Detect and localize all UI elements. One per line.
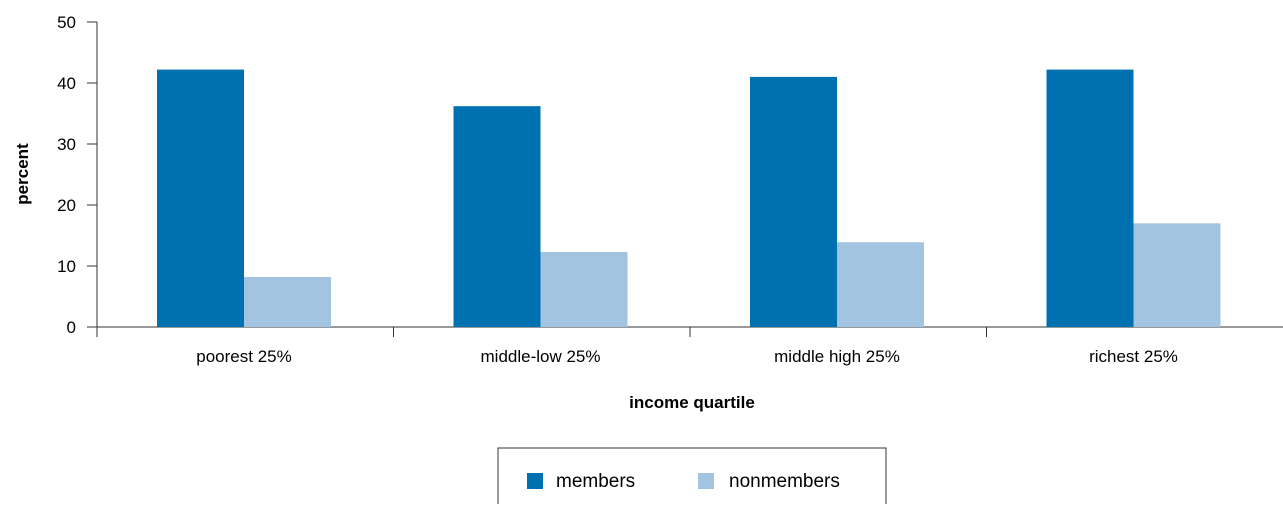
x-tick-label: middle high 25% <box>774 347 900 366</box>
bar-members <box>453 106 541 328</box>
y-tick-label: 0 <box>67 318 76 337</box>
legend-label-nonmembers: nonmembers <box>729 471 840 492</box>
legend-swatch-members <box>527 473 543 489</box>
x-axis-title: income quartile <box>629 393 755 412</box>
x-tick-labels: poorest 25% middle-low 25% middle high 25%… <box>196 347 1178 366</box>
bars <box>157 69 1221 328</box>
x-tick-label: middle-low 25% <box>481 347 601 366</box>
x-axis <box>87 326 1283 337</box>
y-axis-title: percent <box>13 143 32 205</box>
y-axis: 0 10 20 30 40 50 <box>57 13 98 337</box>
y-tick-label: 50 <box>57 13 76 32</box>
x-tick-label: poorest 25% <box>196 347 291 366</box>
x-tick-label: richest 25% <box>1089 347 1178 366</box>
bar-nonmembers <box>1133 223 1221 327</box>
legend-label-members: members <box>556 471 635 492</box>
bar-members <box>1046 69 1134 327</box>
bar-nonmembers <box>540 251 628 327</box>
y-tick-label: 10 <box>57 257 76 276</box>
legend-swatch-nonmembers <box>698 473 714 489</box>
bar-members <box>750 76 837 328</box>
bar-members <box>157 69 244 327</box>
bar-nonmembers <box>244 276 331 327</box>
legend-border <box>497 447 887 504</box>
y-tick-label: 20 <box>57 196 76 215</box>
bar-nonmembers <box>837 242 924 327</box>
y-tick-label: 40 <box>57 74 76 93</box>
y-tick-label: 30 <box>57 135 76 154</box>
legend: members nonmembers <box>497 447 887 504</box>
